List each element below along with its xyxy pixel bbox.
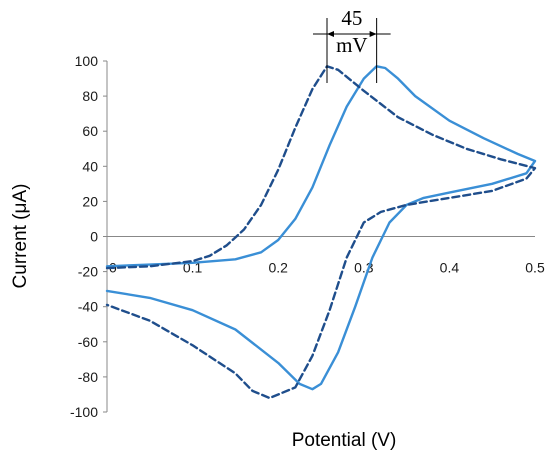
annotation-value-label: 45: [341, 6, 362, 30]
y-axis-label: Current (μA): [10, 184, 31, 289]
axes-group: [106, 61, 535, 412]
x-tick-label: 0.5: [525, 260, 545, 276]
x-axis-label: Potential (V): [292, 430, 397, 451]
y-tick-label: -100: [70, 404, 98, 420]
series-group: [105, 65, 537, 400]
y-tick-label: 100: [75, 53, 99, 69]
annotation-arrowhead-right: [369, 31, 377, 37]
y-tick-label: 60: [82, 123, 98, 139]
annotation-unit-label: mV: [336, 33, 368, 57]
x-tick-label: 0.2: [268, 260, 288, 276]
y-tick-label: 20: [82, 193, 98, 209]
y-tick-label: 40: [82, 158, 98, 174]
y-tick-label: 0: [90, 229, 98, 245]
dashed-voltammogram-line: [105, 65, 537, 400]
annotation-arrowhead-left: [326, 31, 334, 37]
y-tick-label: 80: [82, 88, 98, 104]
solid-voltammogram-line: [105, 65, 537, 391]
x-tick-label: 0.4: [440, 260, 460, 276]
y-tick-label: -80: [78, 369, 98, 385]
y-tick-label: -20: [78, 264, 98, 280]
y-tick-label: -40: [78, 299, 98, 315]
peak-separation-annotation: 45 mV: [312, 6, 391, 83]
y-tick-label: -60: [78, 334, 98, 350]
x-tick-label: 0.3: [354, 260, 374, 276]
